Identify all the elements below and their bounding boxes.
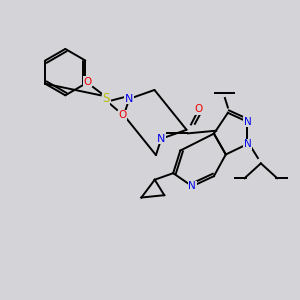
- Text: N: N: [244, 139, 251, 149]
- Text: O: O: [83, 76, 92, 87]
- Text: N: N: [125, 94, 134, 104]
- Text: O: O: [194, 104, 202, 114]
- Text: O: O: [118, 110, 127, 120]
- Text: N: N: [188, 181, 196, 191]
- Text: N: N: [244, 117, 251, 127]
- Text: S: S: [102, 92, 110, 105]
- Text: N: N: [157, 134, 166, 144]
